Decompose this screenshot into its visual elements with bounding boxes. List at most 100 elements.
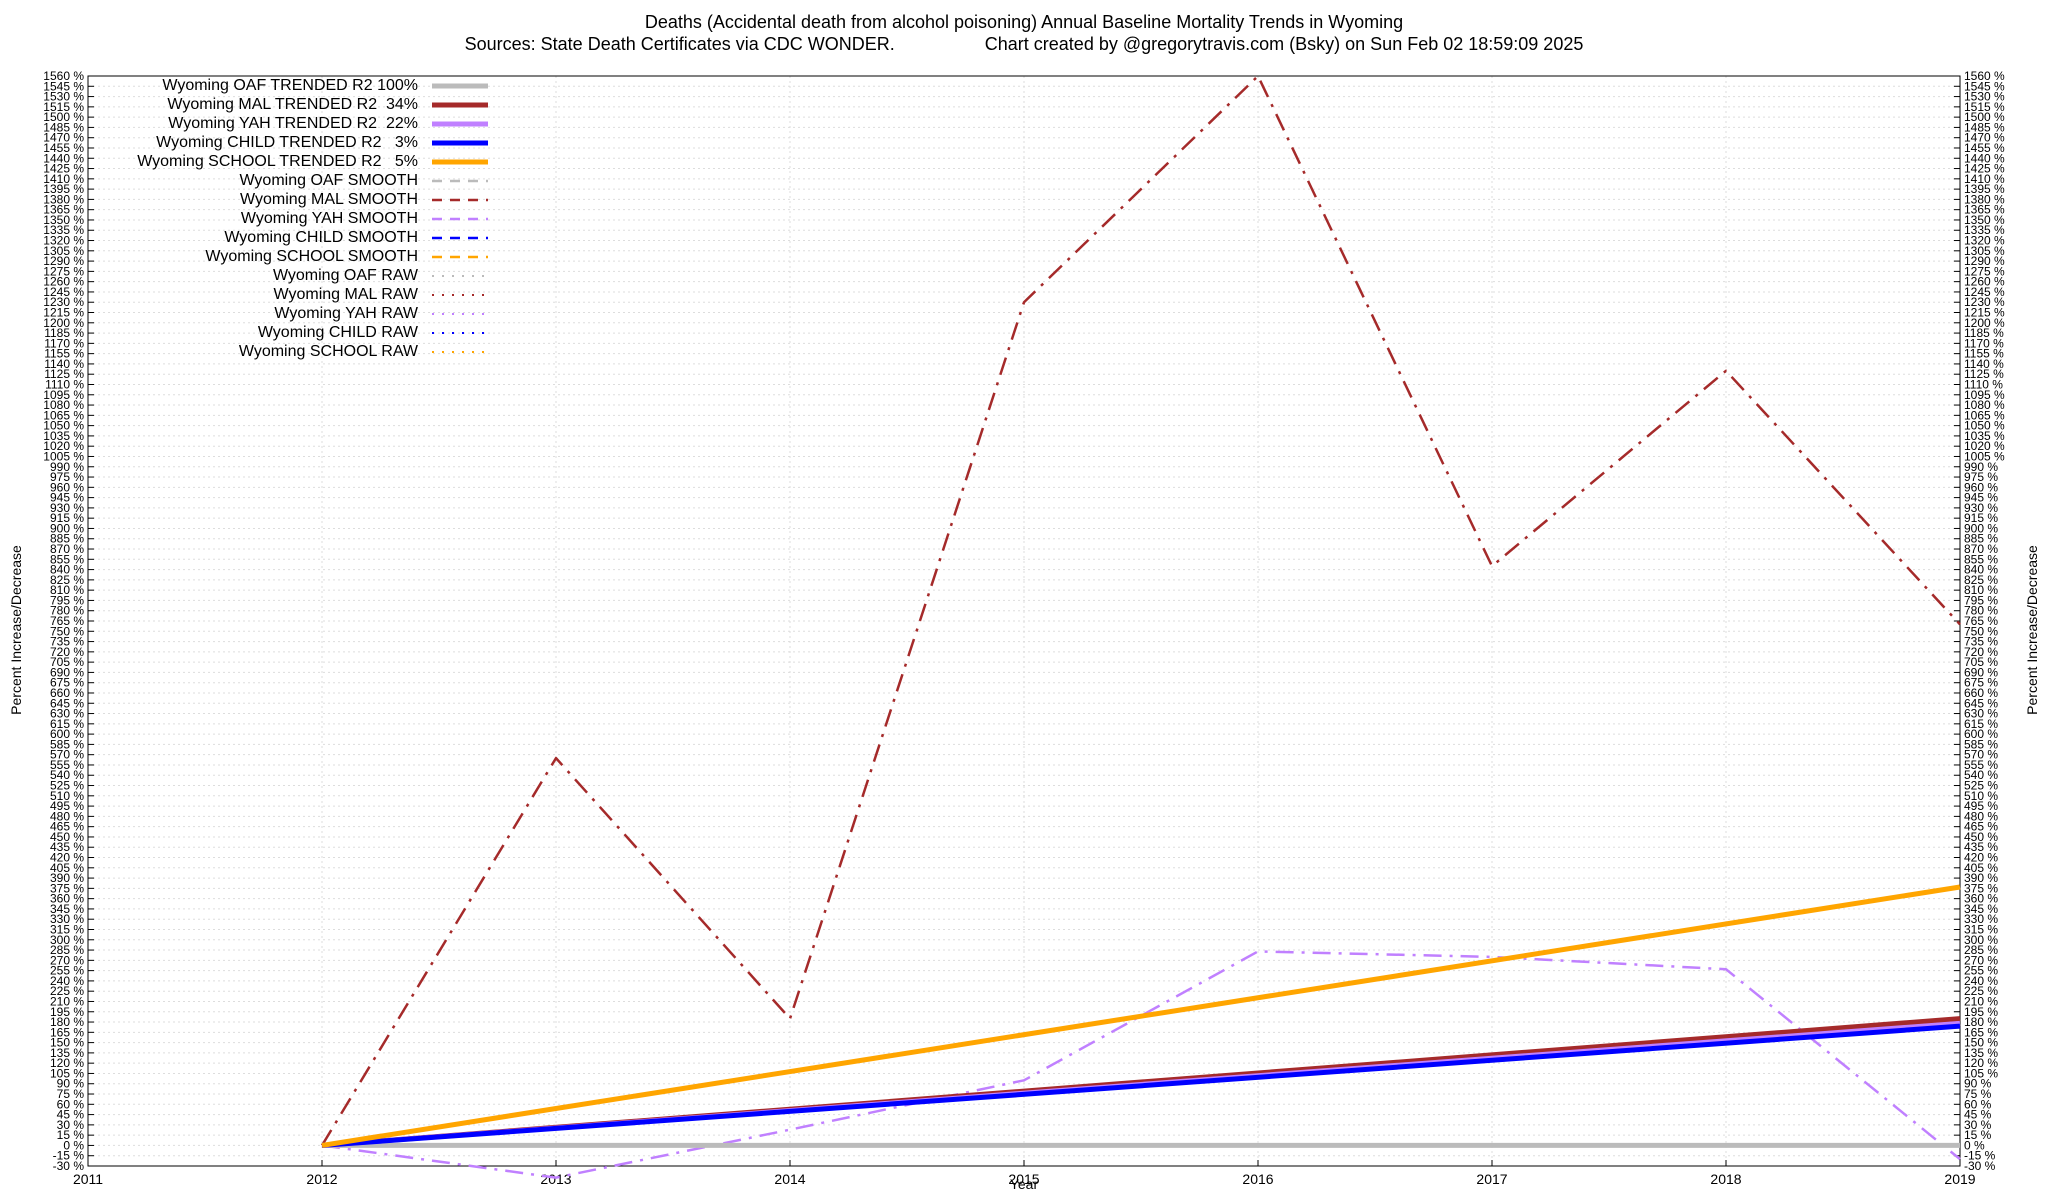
y-tick-label: 1365 %	[43, 203, 84, 217]
y-tick-label: 1305 %	[43, 244, 84, 258]
y-tick-label: 555 %	[1964, 758, 1998, 772]
legend-swatch	[432, 159, 488, 164]
y-tick-label: 225 %	[1964, 984, 1998, 998]
y-tick-label: 15 %	[57, 1128, 85, 1142]
y-tick-label: 1440 %	[1964, 151, 2005, 165]
y-tick-label: 165 %	[50, 1025, 84, 1039]
y-tick-label: 1200 %	[1964, 316, 2005, 330]
y-tick-label: 615 %	[50, 717, 84, 731]
y-tick-label: 270 %	[50, 953, 84, 967]
y-tick-label: 795 %	[50, 593, 84, 607]
y-tick-label: 705 %	[50, 655, 84, 669]
y-tick-label: 1410 %	[1964, 172, 2005, 186]
y-tick-label: 1545 %	[43, 79, 84, 93]
y-tick-label: 930 %	[1964, 501, 1998, 515]
y-tick-label: 990 %	[1964, 460, 1998, 474]
y-tick-label: 120 %	[1964, 1056, 1998, 1070]
y-tick-label: 570 %	[50, 748, 84, 762]
y-tick-label: 1260 %	[43, 275, 84, 289]
y-tick-label: 885 %	[50, 532, 84, 546]
y-tick-label: 150 %	[1964, 1036, 1998, 1050]
y-tick-label: 15 %	[1964, 1128, 1992, 1142]
y-tick-label: 255 %	[1964, 964, 1998, 978]
legend-label: Wyoming OAF RAW	[272, 266, 418, 284]
y-tick-label: 1050 %	[43, 419, 84, 433]
y-tick-label: 0 %	[63, 1138, 84, 1152]
y-tick-label: 1185 %	[1964, 326, 2004, 340]
legend-item: Wyoming SCHOOL SMOOTH	[40, 247, 488, 266]
y-tick-label: 1530 %	[43, 90, 84, 104]
y-tick-label: 1455 %	[43, 141, 84, 155]
legend-swatch	[432, 198, 488, 201]
y-tick-label: 570 %	[1964, 748, 1998, 762]
y-tick-label: 600 %	[50, 727, 84, 741]
legend-label: Wyoming YAH TRENDED R2 22%	[168, 114, 418, 132]
legend-label: Wyoming CHILD TRENDED R2 3%	[156, 133, 418, 151]
y-tick-label: 1035 %	[43, 429, 84, 443]
y-tick-label: 1140 %	[44, 357, 84, 371]
legend-item: Wyoming YAH RAW	[40, 304, 488, 323]
y-tick-label: 435 %	[1964, 840, 1998, 854]
y-tick-label: 360 %	[1964, 892, 1998, 906]
legend-swatch	[432, 217, 488, 220]
y-tick-label: 660 %	[1964, 686, 1998, 700]
y-tick-label: 1215 %	[43, 306, 84, 320]
y-tick-label: 360 %	[50, 892, 84, 906]
y-tick-label: 795 %	[1964, 593, 1998, 607]
x-tick-label: 2016	[1242, 1171, 1273, 1187]
y-tick-label: 1440 %	[43, 151, 84, 165]
y-tick-label: 1110 %	[45, 377, 84, 391]
x-tick-label: 2018	[1710, 1171, 1741, 1187]
y-tick-label: 1065 %	[1964, 408, 2005, 422]
y-tick-label: 780 %	[1964, 604, 1998, 618]
y-tick-label: 1080 %	[43, 398, 84, 412]
legend-label: Wyoming YAH SMOOTH	[240, 209, 418, 227]
legend-swatch	[432, 293, 488, 296]
y-tick-label: 810 %	[50, 583, 84, 597]
y-tick-label: 750 %	[1964, 624, 1998, 638]
legend-swatch	[432, 83, 488, 88]
legend-swatch	[432, 255, 488, 258]
y-tick-label: 450 %	[50, 830, 84, 844]
y-tick-label: 855 %	[1964, 552, 1998, 566]
legend-label: Wyoming MAL TRENDED R2 34%	[167, 95, 418, 113]
y-tick-label: 510 %	[1964, 789, 1998, 803]
y-tick-label: 240 %	[50, 974, 84, 988]
y-tick-label: 675 %	[50, 676, 84, 690]
y-tick-label: 180 %	[1964, 1015, 1998, 1029]
y-tick-label: 420 %	[1964, 851, 1998, 865]
y-tick-label: 90 %	[57, 1077, 85, 1091]
x-tick-label: 2017	[1476, 1171, 1507, 1187]
y-tick-label: 840 %	[50, 563, 84, 577]
y-tick-label: 1560 %	[1964, 69, 2005, 83]
x-tick-label: 2014	[774, 1171, 805, 1187]
legend-item: Wyoming OAF TRENDED R2 100%	[40, 76, 488, 95]
y-tick-label: 915 %	[1964, 511, 1998, 525]
y-tick-label: 60 %	[1964, 1097, 1992, 1111]
y-tick-label: 1155 %	[44, 347, 84, 361]
y-tick-label: 645 %	[1964, 696, 1998, 710]
y-tick-label: 900 %	[1964, 521, 1998, 535]
series-line-wyoming-mal-smooth	[320, 74, 1961, 1147]
y-axis-title-right: Percent Increase/Decrease	[2024, 545, 2040, 715]
y-tick-label: 1305 %	[1964, 244, 2005, 258]
y-tick-label: 1530 %	[1964, 90, 2005, 104]
y-tick-label: 420 %	[50, 851, 84, 865]
legend-label: Wyoming SCHOOL RAW	[238, 342, 418, 360]
y-tick-label: 1485 %	[1964, 120, 2005, 134]
y-tick-label: 450 %	[1964, 830, 1998, 844]
y-tick-label: 390 %	[50, 871, 84, 885]
y-tick-label: 315 %	[1964, 922, 1998, 936]
y-tick-label: -15 %	[53, 1149, 85, 1163]
legend-item: Wyoming YAH SMOOTH	[40, 209, 488, 228]
y-tick-label: 1005 %	[43, 449, 84, 463]
y-tick-label: 390 %	[1964, 871, 1998, 885]
y-tick-label: 840 %	[1964, 563, 1998, 577]
x-tick-label: 2019	[1944, 1171, 1975, 1187]
y-tick-label: 60 %	[57, 1097, 85, 1111]
y-tick-label: 1170 %	[1964, 336, 2004, 350]
y-tick-label: 1095 %	[43, 388, 84, 402]
y-tick-label: 1335 %	[43, 223, 84, 237]
y-tick-label: 1470 %	[1964, 131, 2005, 145]
y-tick-label: 435 %	[50, 840, 84, 854]
